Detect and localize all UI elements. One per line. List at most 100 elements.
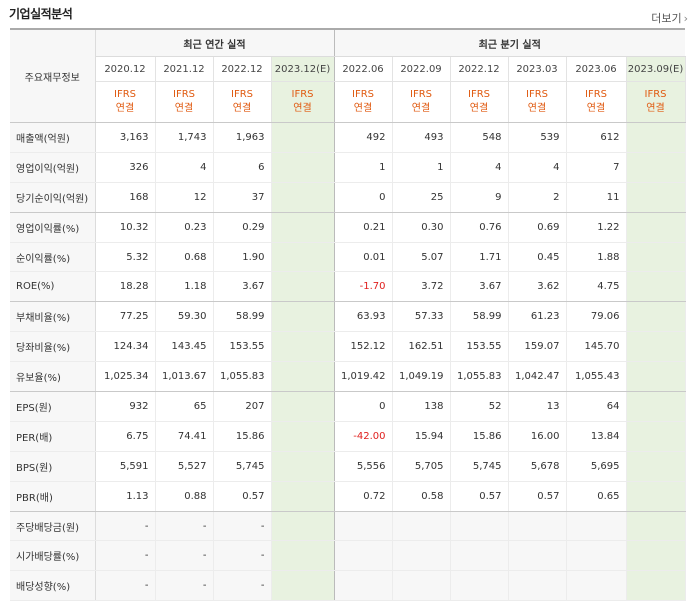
table-cell: 0.72 bbox=[334, 481, 393, 512]
table-cell: 1,025.34 bbox=[95, 361, 156, 393]
accounting-standard: IFRS 연결 bbox=[271, 81, 335, 123]
table-cell: 1.90 bbox=[213, 242, 272, 273]
table-cell: 0 bbox=[334, 391, 393, 422]
table-cell: 0.45 bbox=[508, 242, 567, 273]
period-header: 2022.12 bbox=[213, 56, 272, 82]
table-cell: 65 bbox=[155, 391, 214, 422]
table-cell: 548 bbox=[450, 122, 509, 153]
table-cell: 0.69 bbox=[508, 212, 567, 243]
table-cell: - bbox=[213, 511, 272, 542]
table-cell: 6 bbox=[213, 152, 272, 183]
table-row: 주당배당금(원) - - - bbox=[10, 511, 686, 542]
table-cell bbox=[626, 481, 686, 512]
row-header-label: 주요재무정보 bbox=[10, 28, 96, 123]
table-cell: 74.41 bbox=[155, 421, 214, 452]
table-cell: 4 bbox=[508, 152, 567, 183]
standard-label: IFRS bbox=[410, 89, 432, 100]
consolidation-label: 연결 bbox=[115, 103, 135, 114]
table-cell: 5.07 bbox=[392, 242, 451, 273]
standard-label: IFRS bbox=[526, 89, 548, 100]
table-cell: -42.00 bbox=[334, 421, 393, 452]
row-label: 영업이익(억원) bbox=[10, 152, 96, 183]
accounting-standard: IFRS 연결 bbox=[155, 81, 214, 123]
table-cell: 1 bbox=[392, 152, 451, 183]
table-cell: 124.34 bbox=[95, 331, 156, 363]
table-cell bbox=[450, 511, 509, 542]
table-cell: 37 bbox=[213, 182, 272, 213]
table-cell: 25 bbox=[392, 182, 451, 213]
table-cell: 1,055.83 bbox=[450, 361, 509, 393]
more-link[interactable]: 더보기 › bbox=[651, 10, 688, 26]
table-cell: 59.30 bbox=[155, 301, 214, 333]
table-cell: 1,019.42 bbox=[334, 361, 393, 393]
accounting-standard: IFRS 연결 bbox=[566, 81, 627, 123]
table-cell: 0 bbox=[334, 182, 393, 213]
table-cell bbox=[626, 152, 686, 183]
table-cell: 1.22 bbox=[566, 212, 627, 243]
table-cell bbox=[626, 122, 686, 153]
table-cell bbox=[626, 182, 686, 213]
row-label: 유보율(%) bbox=[10, 361, 96, 393]
table-cell: 5.32 bbox=[95, 242, 156, 273]
table-row: 영업이익(억원) 326 4 6 1 1 4 4 7 bbox=[10, 152, 686, 183]
table-cell: - bbox=[95, 511, 156, 542]
table-cell: 932 bbox=[95, 391, 156, 422]
table-cell: 15.94 bbox=[392, 421, 451, 452]
table-row: 매출액(억원) 3,163 1,743 1,963 492 493 548 539 612 bbox=[10, 122, 686, 153]
period-header: 2023.06 bbox=[566, 56, 627, 82]
table-cell: 5,745 bbox=[450, 451, 509, 482]
accounting-standard: IFRS 연결 bbox=[213, 81, 272, 123]
table-cell bbox=[626, 570, 686, 601]
standard-label: IFRS bbox=[231, 89, 253, 100]
table-cell: 58.99 bbox=[213, 301, 272, 333]
row-label: BPS(원) bbox=[10, 451, 96, 482]
table-cell: 1,743 bbox=[155, 122, 214, 153]
chevron-right-icon: › bbox=[683, 12, 688, 25]
annual-group-header: 최근 연간 실적 bbox=[95, 28, 335, 57]
row-label: 주당배당금(원) bbox=[10, 511, 96, 542]
table-cell: 63.93 bbox=[334, 301, 393, 333]
table-cell bbox=[626, 451, 686, 482]
table-cell: 9 bbox=[450, 182, 509, 213]
table-cell: 12 bbox=[155, 182, 214, 213]
consolidation-label: 연결 bbox=[411, 103, 431, 114]
table-row: 영업이익률(%) 10.32 0.23 0.29 0.21 0.30 0.76 0.69 1.2… bbox=[10, 212, 686, 243]
table-cell bbox=[626, 391, 686, 422]
table-cell bbox=[271, 212, 335, 243]
row-label: PER(배) bbox=[10, 421, 96, 452]
table-cell: 11 bbox=[566, 182, 627, 213]
table-cell: 1,042.47 bbox=[508, 361, 567, 393]
table-cell bbox=[392, 511, 451, 542]
table-cell: 326 bbox=[95, 152, 156, 183]
table-cell: 0.76 bbox=[450, 212, 509, 243]
table-row: 당좌비율(%) 124.34 143.45 153.55 152.12 162.51 153… bbox=[10, 331, 686, 363]
table-cell: 0.29 bbox=[213, 212, 272, 243]
table-cell: 61.23 bbox=[508, 301, 567, 333]
table-row: 배당성향(%) - - - bbox=[10, 570, 686, 601]
table-cell: 5,527 bbox=[155, 451, 214, 482]
consolidation-label: 연결 bbox=[293, 103, 312, 114]
table-cell bbox=[271, 481, 335, 512]
table-cell bbox=[626, 331, 686, 363]
table-cell bbox=[392, 570, 451, 601]
table-cell bbox=[271, 421, 335, 452]
table-cell bbox=[271, 570, 335, 601]
table-cell: 162.51 bbox=[392, 331, 451, 363]
table-cell bbox=[271, 301, 335, 333]
table-cell bbox=[271, 271, 335, 303]
table-cell bbox=[566, 570, 627, 601]
table-cell bbox=[334, 511, 393, 542]
accounting-standard: IFRS 연결 bbox=[508, 81, 567, 123]
table-cell: 153.55 bbox=[213, 331, 272, 363]
table-cell: 4 bbox=[155, 152, 214, 183]
table-cell: 10.32 bbox=[95, 212, 156, 243]
period-header: 2022.09 bbox=[392, 56, 451, 82]
table-cell bbox=[566, 540, 627, 572]
table-cell bbox=[626, 421, 686, 452]
table-cell: 0.01 bbox=[334, 242, 393, 273]
table-cell: 152.12 bbox=[334, 331, 393, 363]
table-cell: 5,678 bbox=[508, 451, 567, 482]
consolidation-label: 연결 bbox=[586, 103, 606, 114]
table-cell: 0.65 bbox=[566, 481, 627, 512]
table-cell: 168 bbox=[95, 182, 156, 213]
